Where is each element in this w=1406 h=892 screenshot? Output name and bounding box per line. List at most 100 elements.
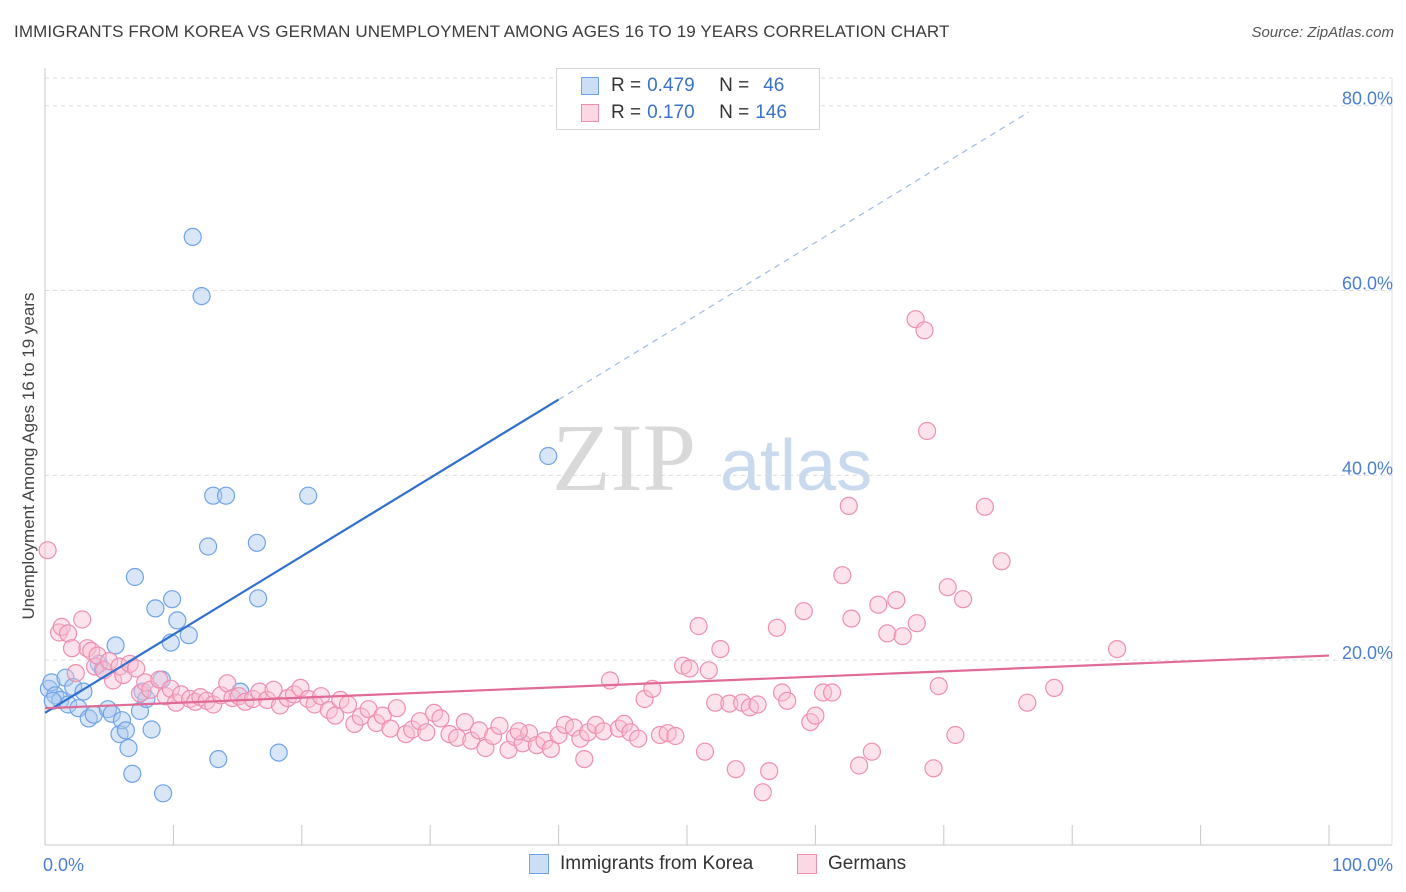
legend-r-label: R = bbox=[611, 102, 642, 123]
legend-swatch-germans bbox=[581, 104, 599, 122]
point-germans bbox=[760, 761, 779, 781]
point-germans bbox=[448, 728, 467, 747]
point-germans bbox=[594, 722, 613, 741]
point-germans bbox=[541, 739, 561, 759]
point-germans bbox=[839, 496, 858, 515]
point-germans bbox=[73, 610, 92, 629]
legend-n-label: N = bbox=[719, 75, 750, 96]
grid-layer bbox=[45, 77, 1393, 845]
legend-label-korea: Immigrants from Korea bbox=[560, 853, 754, 874]
legend-r-value: 0.479 bbox=[647, 75, 695, 96]
watermark-zip: ZIP bbox=[552, 404, 696, 511]
point-korea bbox=[168, 611, 187, 630]
point-korea bbox=[154, 784, 173, 803]
source-label: Source: ZipAtlas.com bbox=[1251, 24, 1394, 41]
legend-label-germans: Germans bbox=[828, 853, 907, 874]
legend-item-germans: Germans bbox=[797, 853, 906, 875]
legend-n-value: 46 bbox=[763, 75, 785, 96]
point-korea bbox=[299, 486, 318, 505]
point-germans bbox=[455, 712, 474, 732]
point-germans bbox=[1018, 693, 1037, 712]
trendline-korea-extension bbox=[558, 111, 1029, 401]
point-germans bbox=[66, 663, 85, 683]
point-germans bbox=[992, 552, 1011, 571]
point-germans bbox=[564, 718, 584, 737]
point-germans bbox=[822, 683, 842, 702]
point-germans bbox=[600, 671, 620, 690]
legend-row-korea: R = 0.479 N = 46 bbox=[581, 74, 784, 98]
point-korea bbox=[183, 227, 202, 246]
point-korea bbox=[146, 599, 165, 618]
legend-r-label: R = bbox=[611, 75, 642, 96]
point-germans bbox=[917, 421, 937, 441]
point-germans bbox=[396, 724, 415, 744]
point-germans bbox=[650, 725, 670, 745]
point-germans bbox=[509, 722, 528, 741]
point-germans bbox=[345, 714, 364, 734]
point-germans bbox=[878, 624, 897, 643]
point-germans bbox=[869, 595, 888, 614]
point-germans bbox=[629, 729, 648, 748]
point-germans bbox=[141, 680, 160, 699]
legend-swatch-korea bbox=[529, 854, 549, 874]
point-germans bbox=[842, 609, 861, 628]
point-germans bbox=[417, 723, 436, 742]
point-korea bbox=[192, 287, 211, 306]
point-korea bbox=[209, 749, 228, 769]
point-germans bbox=[711, 639, 730, 659]
point-germans bbox=[680, 659, 699, 678]
series-germans bbox=[38, 310, 1127, 802]
point-germans bbox=[270, 696, 290, 715]
point-germans bbox=[513, 734, 532, 753]
point-korea bbox=[106, 636, 125, 655]
point-germans bbox=[929, 676, 948, 696]
point-korea bbox=[116, 721, 136, 740]
point-korea bbox=[179, 626, 198, 645]
series-immigrants-from-korea bbox=[39, 227, 558, 803]
point-germans bbox=[100, 651, 119, 671]
point-germans bbox=[794, 602, 813, 621]
point-korea bbox=[269, 743, 288, 762]
point-germans bbox=[726, 760, 745, 779]
point-germans bbox=[58, 624, 78, 643]
point-germans bbox=[706, 693, 725, 712]
point-germans bbox=[887, 590, 906, 610]
y-tick-label: 80.0% bbox=[1342, 89, 1393, 109]
point-korea bbox=[249, 589, 268, 608]
point-germans bbox=[338, 695, 358, 714]
point-germans bbox=[778, 691, 797, 710]
point-germans bbox=[1107, 639, 1127, 659]
point-germans bbox=[666, 726, 685, 746]
point-germans bbox=[127, 659, 146, 678]
point-germans bbox=[130, 684, 150, 703]
point-germans bbox=[490, 716, 509, 735]
y-tick-label: 40.0% bbox=[1342, 458, 1393, 478]
point-germans bbox=[915, 321, 934, 340]
point-germans bbox=[484, 726, 503, 746]
point-germans bbox=[849, 756, 869, 775]
watermark-atlas: atlas bbox=[720, 426, 872, 506]
point-germans bbox=[748, 695, 767, 714]
point-korea bbox=[199, 537, 218, 556]
point-korea bbox=[125, 567, 144, 587]
point-germans bbox=[699, 661, 718, 680]
point-germans bbox=[946, 725, 965, 745]
point-korea bbox=[163, 590, 182, 609]
x-tick-label: 100.0% bbox=[1332, 855, 1393, 875]
point-germans bbox=[52, 617, 71, 637]
point-korea bbox=[123, 764, 142, 783]
point-germans bbox=[767, 618, 787, 637]
legend-item-korea: Immigrants from Korea bbox=[529, 853, 753, 875]
point-germans bbox=[720, 694, 739, 713]
point-germans bbox=[635, 689, 654, 709]
point-germans bbox=[924, 759, 943, 778]
point-germans bbox=[575, 749, 594, 769]
point-germans bbox=[806, 706, 825, 725]
y-tick-label: 20.0% bbox=[1342, 643, 1393, 663]
legend-swatch-korea bbox=[581, 77, 599, 95]
legend-r-value: 0.170 bbox=[647, 102, 695, 123]
trendline-korea bbox=[44, 398, 560, 714]
point-korea bbox=[112, 711, 132, 730]
point-korea bbox=[119, 738, 138, 758]
